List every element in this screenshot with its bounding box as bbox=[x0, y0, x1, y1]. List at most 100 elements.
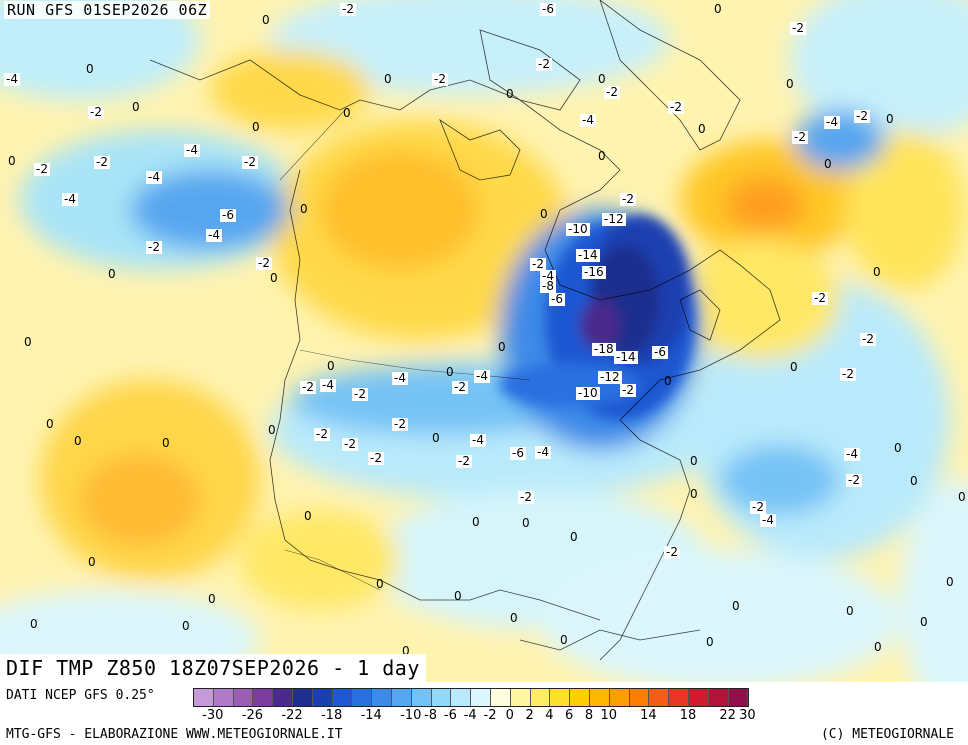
legend-swatch bbox=[431, 689, 452, 706]
legend-swatch bbox=[194, 689, 214, 706]
contour-value-label: 0 bbox=[873, 265, 881, 279]
contour-value-label: 0 bbox=[376, 577, 384, 591]
legend-tick-label: 0 bbox=[505, 708, 514, 723]
legend-swatch bbox=[728, 689, 749, 706]
contour-value-label: -2 bbox=[94, 155, 110, 169]
contour-value-label: 0 bbox=[270, 271, 278, 285]
legend-tick-label: -18 bbox=[320, 708, 343, 723]
contour-value-label: -4 bbox=[844, 447, 860, 461]
contour-value-label: -4 bbox=[206, 228, 222, 242]
contour-value-label: -4 bbox=[760, 513, 776, 527]
contour-value-label: 0 bbox=[74, 434, 82, 448]
coastlines bbox=[149, 0, 781, 661]
contour-value-label: 0 bbox=[920, 615, 928, 629]
credit-right: (C) METEOGIORNALE bbox=[820, 727, 954, 742]
contour-value-label: 0 bbox=[162, 436, 170, 450]
contour-value-label: 0 bbox=[384, 72, 392, 86]
legend-swatch bbox=[411, 689, 432, 706]
legend-tick-label: 14 bbox=[640, 708, 657, 723]
legend-tick-label: -30 bbox=[202, 708, 224, 723]
legend-swatch bbox=[332, 689, 353, 706]
contour-value-label: 0 bbox=[690, 454, 698, 468]
contour-value-label: 0 bbox=[454, 589, 462, 603]
contour-value-label: 0 bbox=[304, 509, 312, 523]
contour-value-label: 0 bbox=[30, 617, 38, 631]
contour-value-label: -2 bbox=[88, 105, 104, 119]
contour-value-label: 0 bbox=[446, 365, 454, 379]
contour-value-label: 0 bbox=[327, 359, 335, 373]
contour-value-label: -6 bbox=[220, 208, 236, 222]
contour-value-label: 0 bbox=[894, 441, 902, 455]
contour-value-label: -6 bbox=[652, 345, 668, 359]
legend-tick-label: -14 bbox=[360, 708, 382, 723]
contour-value-label: 0 bbox=[498, 340, 506, 354]
contour-value-label: 0 bbox=[343, 106, 351, 120]
contour-value-label: -2 bbox=[792, 130, 808, 144]
contour-value-label: -2 bbox=[840, 367, 856, 381]
contour-value-label: -10 bbox=[576, 386, 600, 400]
legend-tick-label: 18 bbox=[679, 708, 697, 723]
product-title: DIF TMP Z850 18Z07SEP2026 - 1 day bbox=[0, 654, 426, 682]
contour-value-label: 0 bbox=[24, 335, 32, 349]
contour-value-label: 0 bbox=[522, 516, 530, 530]
contour-value-label: 0 bbox=[664, 374, 672, 388]
contour-value-label: -2 bbox=[790, 21, 806, 35]
contour-value-label: 0 bbox=[570, 530, 578, 544]
contour-value-label: 0 bbox=[946, 575, 954, 589]
data-source-label: DATI NCEP GFS 0.25° bbox=[6, 688, 155, 703]
contour-value-label: 0 bbox=[132, 100, 140, 114]
contour-value-label: -4 bbox=[540, 269, 556, 283]
contour-value-label: -2 bbox=[242, 155, 258, 169]
legend-tick-label: 8 bbox=[584, 708, 594, 723]
contour-value-label: -12 bbox=[598, 370, 622, 384]
legend-tick-label: -4 bbox=[463, 708, 477, 723]
contour-value-label: -2 bbox=[620, 192, 636, 206]
contour-value-label: -6 bbox=[540, 2, 556, 16]
legend-tick-label: 10 bbox=[600, 708, 618, 723]
legend-tick-label: 2 bbox=[525, 708, 534, 723]
legend-swatch bbox=[471, 689, 491, 706]
contour-value-label: 0 bbox=[472, 515, 480, 529]
contour-value-label: 0 bbox=[432, 431, 440, 445]
contour-value-label: 0 bbox=[706, 635, 714, 649]
legend-swatch bbox=[669, 689, 689, 706]
legend-swatch bbox=[352, 689, 373, 706]
contour-value-label: -2 bbox=[860, 332, 876, 346]
contour-value-label: -2 bbox=[620, 383, 636, 397]
contour-value-label: 0 bbox=[182, 619, 190, 633]
contour-value-label: 0 bbox=[402, 644, 410, 658]
legend-tick-label: -10 bbox=[400, 708, 422, 723]
legend-swatch bbox=[490, 689, 511, 706]
contour-value-label: 0 bbox=[786, 77, 794, 91]
contour-value-label: -4 bbox=[320, 378, 336, 392]
contour-value-label: -2 bbox=[34, 162, 50, 176]
legend-swatch bbox=[213, 689, 234, 706]
legend-tick-label: 30 bbox=[739, 708, 756, 723]
contour-value-label: -2 bbox=[452, 380, 468, 394]
color-scale-bar bbox=[193, 688, 750, 707]
contour-value-label: -4 bbox=[184, 143, 200, 157]
contour-value-label: -2 bbox=[812, 291, 828, 305]
contour-value-label: 0 bbox=[108, 267, 116, 281]
legend-tick-label: -6 bbox=[443, 708, 457, 723]
legend-swatch bbox=[273, 689, 293, 706]
contour-value-label: -2 bbox=[664, 545, 680, 559]
legend-swatch bbox=[570, 689, 590, 706]
legend-swatch bbox=[451, 689, 472, 706]
contour-value-label: 0 bbox=[698, 122, 706, 136]
contour-value-label: 0 bbox=[874, 640, 882, 654]
contour-value-label: -4 bbox=[824, 115, 840, 129]
contour-value-label: 0 bbox=[714, 2, 722, 16]
contour-value-label: 0 bbox=[540, 207, 548, 221]
contour-value-label: -16 bbox=[582, 265, 606, 279]
contour-value-label: -8 bbox=[540, 279, 556, 293]
legend-swatch bbox=[629, 689, 650, 706]
contour-value-label: -2 bbox=[854, 109, 870, 123]
contour-value-label: 0 bbox=[560, 633, 568, 647]
contour-value-label: 0 bbox=[732, 599, 740, 613]
contour-value-label: -2 bbox=[750, 500, 766, 514]
legend-tick-label: 6 bbox=[565, 708, 574, 723]
contour-value-label: -2 bbox=[392, 417, 408, 431]
credit-left: MTG-GFS - ELABORAZIONE WWW.METEOGIORNALE… bbox=[6, 727, 343, 742]
contour-value-label: -4 bbox=[535, 445, 551, 459]
